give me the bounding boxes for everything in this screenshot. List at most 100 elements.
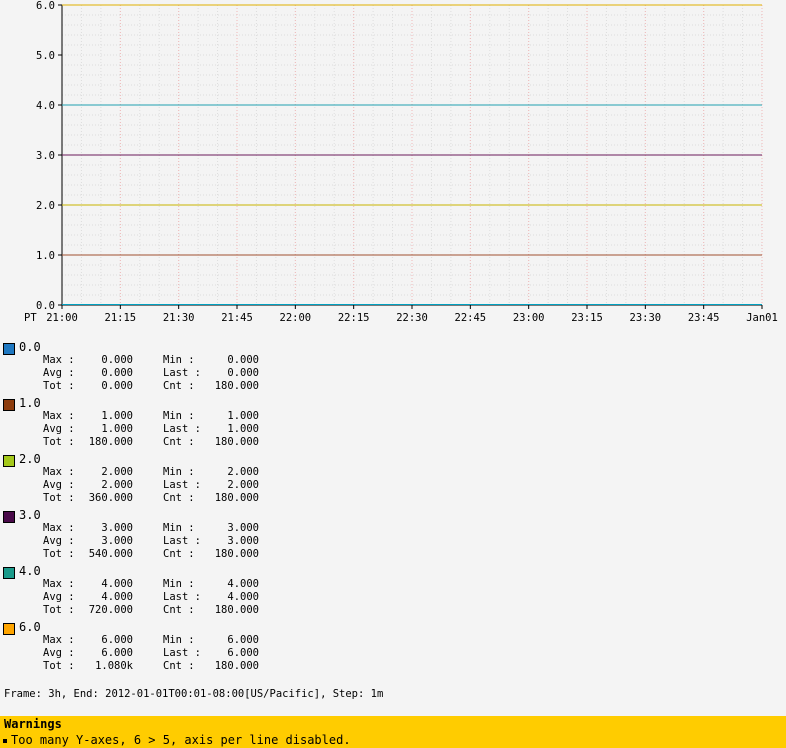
stat-label-last: Last : — [163, 591, 201, 603]
stat-label-tot: Tot : — [43, 380, 75, 392]
legend-swatch — [3, 455, 15, 467]
stat-value-cnt: 180.000 — [214, 660, 259, 672]
stat-value-min: 6.000 — [227, 634, 259, 646]
stat-label-last: Last : — [163, 367, 201, 379]
stat-value-min: 1.000 — [227, 410, 259, 422]
stat-label-avg: Avg : — [43, 591, 75, 603]
stat-value-max: 2.000 — [101, 466, 133, 478]
x-tick-label: 21:15 — [105, 312, 137, 324]
stat-label-min: Min : — [163, 522, 195, 534]
stat-value-min: 3.000 — [227, 522, 259, 534]
stat-label-max: Max : — [43, 634, 75, 646]
legend-series: 0.0 Max : 0.000 Min : 0.000 Avg : 0.000 Last : 0… — [0, 340, 400, 396]
stat-label-last: Last : — [163, 423, 201, 435]
legend-series: 3.0 Max : 3.000 Min : 3.000 Avg : 3.000 Last : 3… — [0, 508, 400, 564]
legend-series: 6.0 Max : 6.000 Min : 6.000 Avg : 6.000 Last : 6… — [0, 620, 400, 676]
bullet-icon — [3, 738, 7, 743]
legend-swatch — [3, 343, 15, 355]
stat-label-min: Min : — [163, 410, 195, 422]
legend-series-name: 3.0 — [19, 508, 41, 522]
y-tick-label: 6.0 — [36, 0, 55, 12]
stat-value-avg: 2.000 — [101, 479, 133, 491]
stat-label-tot: Tot : — [43, 660, 75, 672]
legend-swatch — [3, 511, 15, 523]
stat-value-tot: 1.080k — [95, 660, 133, 672]
stat-value-avg: 4.000 — [101, 591, 133, 603]
stat-label-tot: Tot : — [43, 492, 75, 504]
stat-value-avg: 6.000 — [101, 647, 133, 659]
stat-value-avg: 0.000 — [101, 367, 133, 379]
stat-value-tot: 0.000 — [101, 380, 133, 392]
stat-value-max: 6.000 — [101, 634, 133, 646]
stat-label-cnt: Cnt : — [163, 548, 195, 560]
stat-label-cnt: Cnt : — [163, 380, 195, 392]
stat-value-last: 4.000 — [227, 591, 259, 603]
y-tick-label: 1.0 — [36, 250, 55, 262]
x-tick-label: Jan01 — [746, 312, 778, 324]
stat-value-last: 3.000 — [227, 535, 259, 547]
warning-text: Too many Y-axes, 6 > 5, axis per line di… — [11, 733, 351, 747]
stat-value-min: 2.000 — [227, 466, 259, 478]
stat-value-max: 0.000 — [101, 354, 133, 366]
y-tick-label: 0.0 — [36, 300, 55, 312]
stat-label-last: Last : — [163, 479, 201, 491]
x-tick-label: 23:45 — [688, 312, 720, 324]
legend-swatch — [3, 623, 15, 635]
y-tick-label: 2.0 — [36, 200, 55, 212]
x-tick-label: 22:45 — [455, 312, 487, 324]
stat-value-cnt: 180.000 — [214, 436, 259, 448]
stat-label-cnt: Cnt : — [163, 660, 195, 672]
legend-series-name: 0.0 — [19, 340, 41, 354]
line-chart: 0.0 1.0 2.0 3.0 4.0 5.0 6.0 21:00 21:15 21:30 21:4… — [24, 0, 778, 324]
legend-series: 1.0 Max : 1.000 Min : 1.000 Avg : 1.000 Last : 1… — [0, 396, 400, 452]
stat-label-max: Max : — [43, 466, 75, 478]
stat-value-tot: 360.000 — [88, 492, 133, 504]
x-tick-label: 23:15 — [571, 312, 603, 324]
warnings-panel: Warnings Too many Y-axes, 6 > 5, axis pe… — [0, 716, 786, 748]
legend-series-name: 6.0 — [19, 620, 41, 634]
stat-label-min: Min : — [163, 578, 195, 590]
stat-value-max: 4.000 — [101, 578, 133, 590]
stat-value-max: 3.000 — [101, 522, 133, 534]
stat-value-min: 4.000 — [227, 578, 259, 590]
stat-label-avg: Avg : — [43, 423, 75, 435]
x-tick-label: 21:00 — [46, 312, 78, 324]
stat-value-avg: 1.000 — [101, 423, 133, 435]
y-tick-label: 5.0 — [36, 50, 55, 62]
stat-label-avg: Avg : — [43, 367, 75, 379]
stat-value-cnt: 180.000 — [214, 492, 259, 504]
stat-value-cnt: 180.000 — [214, 604, 259, 616]
y-tick-label: 3.0 — [36, 150, 55, 162]
stat-value-max: 1.000 — [101, 410, 133, 422]
stat-label-max: Max : — [43, 522, 75, 534]
x-tick-label: 22:15 — [338, 312, 370, 324]
timezone-label: PT — [24, 312, 37, 324]
legend-swatch — [3, 399, 15, 411]
stat-label-tot: Tot : — [43, 604, 75, 616]
legend-series: 2.0 Max : 2.000 Min : 2.000 Avg : 2.000 Last : 2… — [0, 452, 400, 508]
legend-swatch — [3, 567, 15, 579]
legend: 0.0 Max :0.000 Min :0.000 Avg :0.000 Last :0… — [0, 340, 400, 676]
stat-label-max: Max : — [43, 354, 75, 366]
stat-label-max: Max : — [43, 410, 75, 422]
x-tick-label: 23:30 — [630, 312, 662, 324]
stat-value-avg: 3.000 — [101, 535, 133, 547]
stat-value-tot: 720.000 — [88, 604, 133, 616]
stat-label-avg: Avg : — [43, 535, 75, 547]
legend-series-name: 2.0 — [19, 452, 41, 466]
stat-label-min: Min : — [163, 634, 195, 646]
stat-value-last: 1.000 — [227, 423, 259, 435]
stat-label-last: Last : — [163, 535, 201, 547]
legend-series: 4.0 Max : 4.000 Min : 4.000 Avg : 4.000 Last : 4… — [0, 564, 400, 620]
warning-item: Too many Y-axes, 6 > 5, axis per line di… — [3, 733, 351, 747]
x-tick-label: 23:00 — [513, 312, 545, 324]
stat-value-tot: 540.000 — [88, 548, 133, 560]
stat-value-last: 2.000 — [227, 479, 259, 491]
stat-value-last: 6.000 — [227, 647, 259, 659]
stat-label-cnt: Cnt : — [163, 436, 195, 448]
legend-series-name: 1.0 — [19, 396, 41, 410]
stat-value-last: 0.000 — [227, 367, 259, 379]
stat-label-last: Last : — [163, 647, 201, 659]
legend-series-name: 4.0 — [19, 564, 41, 578]
stat-label-min: Min : — [163, 466, 195, 478]
